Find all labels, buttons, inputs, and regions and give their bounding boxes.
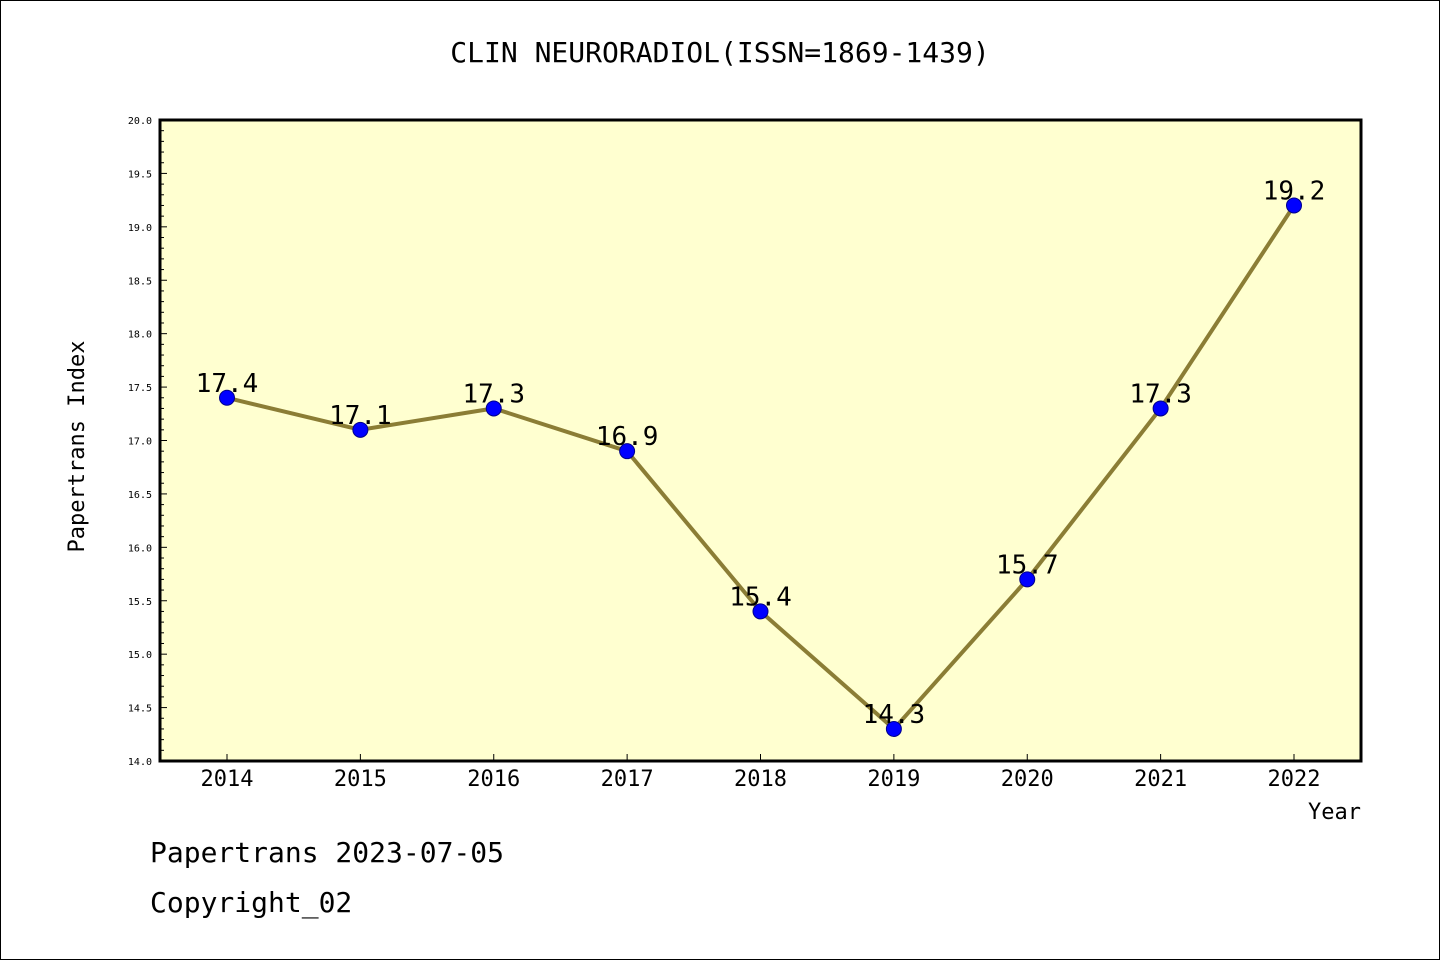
y-tick-label: 14.5 bbox=[128, 704, 152, 715]
y-tick-label: 15.5 bbox=[128, 597, 152, 608]
x-tick-label: 2021 bbox=[1134, 767, 1187, 792]
y-tick-label: 17.0 bbox=[128, 437, 152, 448]
data-point bbox=[885, 720, 902, 737]
y-tick-label: 19.0 bbox=[128, 223, 152, 234]
data-point bbox=[752, 603, 769, 620]
y-tick-label: 14.0 bbox=[128, 757, 152, 768]
plot-frame bbox=[158, 118, 1363, 763]
data-label: 16.9 bbox=[596, 422, 659, 452]
data-point bbox=[1286, 197, 1302, 214]
x-tick-label: 2022 bbox=[1268, 767, 1321, 792]
data-point bbox=[352, 421, 369, 438]
data-point bbox=[219, 389, 235, 406]
data-point bbox=[1019, 571, 1036, 588]
data-label: 14.3 bbox=[863, 700, 926, 730]
x-tick-label: 2019 bbox=[867, 767, 920, 792]
y-tick-label: 19.5 bbox=[128, 169, 152, 180]
data-point bbox=[619, 443, 636, 460]
data-point bbox=[485, 400, 502, 417]
data-label: 17.4 bbox=[196, 369, 259, 399]
x-tick-label: 2016 bbox=[467, 767, 520, 792]
y-tick-label: 17.5 bbox=[128, 383, 152, 394]
x-tick-label: 2014 bbox=[201, 767, 254, 792]
x-tick-label: 2015 bbox=[334, 767, 387, 792]
y-tick-label: 18.5 bbox=[128, 276, 152, 287]
footer-date-text: Papertrans 2023-07-05 bbox=[150, 836, 505, 869]
y-axis-label: Papertrans Index bbox=[65, 341, 90, 553]
x-tick-label: 2018 bbox=[734, 767, 787, 792]
y-tick-label: 18.0 bbox=[128, 330, 152, 341]
x-tick-label: 2020 bbox=[1001, 767, 1054, 792]
chart-title: CLIN NEURORADIOL(ISSN=1869-1439) bbox=[450, 36, 990, 69]
data-label: 17.3 bbox=[462, 379, 525, 409]
data-label: 15.7 bbox=[996, 550, 1059, 580]
data-point bbox=[1152, 400, 1169, 417]
plot-area bbox=[160, 120, 1361, 761]
data-label: 17.1 bbox=[329, 401, 392, 431]
y-tick-label: 16.5 bbox=[128, 490, 152, 501]
y-tick-label: 16.0 bbox=[128, 543, 152, 554]
data-label: 15.4 bbox=[729, 582, 792, 612]
footer-copyright-text: Copyright_02 bbox=[150, 886, 353, 919]
data-label: 19.2 bbox=[1263, 176, 1326, 206]
y-tick-label: 20.0 bbox=[128, 116, 152, 127]
data-label: 17.3 bbox=[1129, 379, 1192, 409]
x-tick-label: 2017 bbox=[601, 767, 654, 792]
x-axis-label: Year bbox=[1308, 800, 1361, 825]
y-tick-label: 15.0 bbox=[128, 650, 152, 661]
